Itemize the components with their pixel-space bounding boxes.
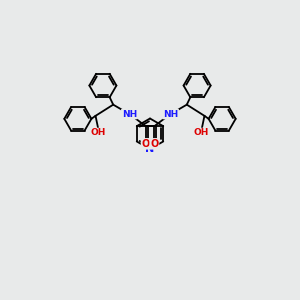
Text: NH: NH [122,110,137,118]
Text: O: O [150,139,158,149]
Text: O: O [142,139,150,149]
Text: NH: NH [163,110,178,118]
Text: OH: OH [91,128,106,137]
Text: N: N [146,144,154,154]
Text: OH: OH [194,128,209,137]
